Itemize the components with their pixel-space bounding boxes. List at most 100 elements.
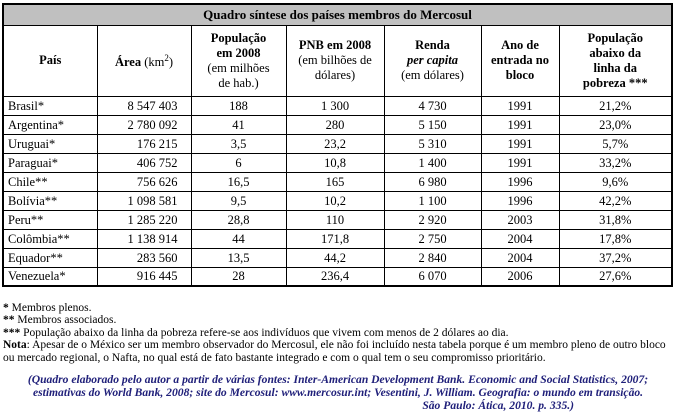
cell-renda: 5 310 (383, 133, 482, 154)
cell-pobreza: 37,2% (558, 247, 673, 268)
cell-area: 176 215 (96, 133, 192, 154)
cell-pnb: 10,8 (285, 152, 385, 173)
footnote-marker: ** (3, 314, 15, 327)
footnote-marker: *** (3, 326, 21, 339)
header-label: entrada no (491, 53, 549, 67)
column-header-pnb: PNB em 2008 (em bilhões de dólares) (285, 24, 385, 97)
table-row: Uruguai* 176 215 3,5 23,2 5 310 1991 5,7% (2, 133, 673, 154)
cell-pnb: 110 (285, 209, 385, 230)
source-citation: (Quadro elaborado pelo autor a partir de… (2, 373, 674, 412)
cell-area: 756 626 (96, 171, 192, 192)
header-label: pobreza *** (582, 75, 648, 90)
cell-renda: 2 920 (383, 209, 482, 230)
cell-pnb: 44,2 (285, 247, 385, 268)
footnote-marker: * (3, 302, 9, 314)
header-label: bloco (505, 68, 535, 82)
cell-area: 2 780 092 (96, 114, 192, 135)
cell-pais: Venezuela* (2, 266, 98, 287)
column-header-ano: Ano de entrada no bloco (480, 24, 560, 97)
cell-ano: 1991 (480, 133, 560, 154)
header-unit-superscript: 2 (164, 52, 169, 63)
cell-pobreza: 23,0% (558, 114, 673, 135)
column-header-populacao: População em 2008 (em milhões de hab.) (190, 24, 287, 97)
cell-pais: Argentina* (2, 114, 98, 135)
cell-renda: 6 070 (383, 266, 482, 287)
cell-populacao: 188 (190, 95, 287, 116)
cell-pobreza: 5,7% (558, 133, 673, 154)
cell-pobreza: 33,2% (558, 152, 673, 173)
cell-renda: 1 400 (383, 152, 482, 173)
cell-pnb: 10,2 (285, 190, 385, 211)
cell-ano: 2006 (480, 266, 560, 287)
cell-pais: Paraguai* (2, 152, 98, 173)
cell-populacao: 41 (190, 114, 287, 135)
table-row: Equador** 283 560 13,5 44,2 2 840 2004 37,2% (2, 247, 673, 268)
header-row: País Área (km2) População em 2008 (em mi… (2, 24, 673, 97)
footnote-text: Membros plenos. (8, 302, 92, 314)
table-row: Chile** 756 626 16,5 165 6 980 1996 9,6% (2, 171, 673, 192)
column-header-pais: País (2, 24, 98, 97)
cell-pobreza: 21,2% (558, 95, 673, 116)
cell-ano: 1991 (480, 114, 560, 135)
header-label: Ano de (501, 38, 539, 52)
cell-area: 1 098 581 (96, 190, 192, 211)
cell-pais: Brasil* (2, 95, 98, 116)
table-row: Venezuela* 916 445 28 236,4 6 070 2006 27,6% (2, 266, 673, 287)
cell-pais: Peru** (2, 209, 98, 230)
citation-line: São Paulo: Ática, 2010. p. 335.) (422, 399, 574, 412)
cell-area: 916 445 (96, 266, 192, 287)
table-row: Argentina* 2 780 092 41 280 5 150 1991 23,0% (2, 114, 673, 135)
cell-ano: 2003 (480, 209, 560, 230)
footnote-membros-associados: ** Membros associados. (3, 314, 673, 326)
cell-populacao: 28,8 (190, 209, 287, 230)
footnote-membros-plenos: * Membros plenos. (3, 302, 673, 314)
cell-pobreza: 9,6% (558, 171, 673, 192)
header-unit: (em milhões (207, 60, 270, 75)
cell-pais: Colômbia** (2, 228, 98, 249)
cell-ano: 1996 (480, 190, 560, 211)
citation-line: (Quadro elaborado pelo autor a partir de… (27, 373, 649, 386)
cell-renda: 5 150 (383, 114, 482, 135)
cell-populacao: 28 (190, 266, 287, 287)
table-row: Peru** 1 285 220 28,8 110 2 920 2003 31,8% (2, 209, 673, 230)
column-header-renda: Renda per capita (em dólares) (383, 24, 482, 97)
header-label: Renda (415, 38, 450, 52)
cell-pnb: 165 (285, 171, 385, 192)
cell-populacao: 6 (190, 152, 287, 173)
header-unit: (em bilhões de (298, 53, 372, 67)
table-title: Quadro síntese dos países membros do Mer… (2, 3, 673, 26)
table-note: Nota: Apesar de o México ser um membro o… (3, 339, 673, 364)
cell-area: 283 560 (96, 247, 192, 268)
header-label: em 2008 (216, 45, 261, 60)
header-unit: de hab.) (218, 75, 259, 90)
footnote-text: Membros associados. (14, 314, 117, 327)
cell-ano: 2004 (480, 247, 560, 268)
footnotes-block: * Membros plenos. ** Membros associados.… (3, 302, 673, 364)
cell-area: 1 138 914 (96, 228, 192, 249)
table-row: Paraguai* 406 752 6 10,8 1 400 1991 33,2% (2, 152, 673, 173)
table-row: Colômbia** 1 138 914 44 171,8 2 750 2004 17,8% (2, 228, 673, 249)
cell-renda: 4 730 (383, 95, 482, 116)
header-label-italic: per capita (406, 53, 459, 67)
column-header-area: Área (km2) (96, 24, 192, 97)
footnote-text: População abaixo da linha da pobreza ref… (20, 326, 509, 339)
cell-populacao: 9,5 (190, 190, 287, 211)
cell-pais: Equador** (2, 247, 98, 268)
cell-pobreza: 17,8% (558, 228, 673, 249)
cell-ano: 2004 (480, 228, 560, 249)
cell-pobreza: 42,2% (558, 190, 673, 211)
header-unit: ) (168, 55, 174, 70)
note-label: Nota (3, 339, 27, 352)
cell-pobreza: 31,8% (558, 209, 673, 230)
cell-pais: Chile** (2, 171, 98, 192)
cell-pnb: 1 300 (285, 95, 385, 116)
cell-ano: 1991 (480, 95, 560, 116)
footnote-linha-pobreza: *** População abaixo da linha da pobreza… (3, 327, 673, 339)
note-text: : Apesar de o México ser um membro obser… (3, 339, 666, 364)
header-label: População (587, 30, 644, 45)
cell-pnb: 280 (285, 114, 385, 135)
cell-renda: 1 100 (383, 190, 482, 211)
header-unit: (em dólares) (401, 68, 464, 82)
cell-area: 1 285 220 (96, 209, 192, 230)
cell-populacao: 16,5 (190, 171, 287, 192)
